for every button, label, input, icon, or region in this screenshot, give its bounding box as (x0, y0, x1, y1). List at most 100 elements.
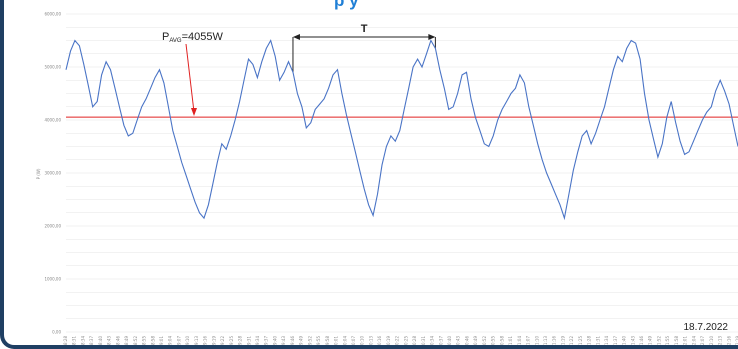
period-arrowhead-right (428, 34, 436, 40)
x-tick-label: 11:31 (595, 336, 600, 345)
x-tick-label: 09:49 (299, 336, 304, 345)
x-tick-label: 10:25 (403, 336, 408, 345)
x-tick-label: 12:19 (735, 336, 738, 345)
average-label-main: P (162, 31, 169, 43)
x-tick-label: 08:28 (63, 336, 68, 345)
x-tick-label: 09:25 (229, 336, 234, 345)
power-line-chart: 0,00 1000,00 2000,00 3000,00 4000,00 5000,00 6… (36, 12, 738, 345)
x-tick-label: 10:01 (334, 336, 339, 345)
x-tick-label: 10:43 (456, 336, 461, 345)
x-tick-label: 08:40 (98, 336, 103, 345)
x-tick-label: 11:52 (656, 336, 661, 345)
y-axis-ticks: 0,00 1000,00 2000,00 3000,00 4000,00 5000,00 6… (44, 12, 61, 335)
average-label-sub: AVG (169, 38, 182, 44)
y-tick-label: 4000,00 (44, 118, 61, 123)
x-tick-label: 10:49 (473, 336, 478, 345)
x-tick-label: 08:49 (124, 336, 129, 345)
x-tick-label: 11:19 (560, 336, 565, 345)
x-tick-label: 09:43 (281, 336, 286, 345)
x-tick-label: 09:31 (246, 336, 251, 345)
x-tick-label: 12:04 (691, 336, 696, 345)
x-tick-label: 09:28 (238, 336, 243, 345)
x-tick-label: 12:07 (700, 336, 705, 345)
x-tick-label: 10:55 (491, 336, 496, 345)
period-arrowhead-left (292, 34, 300, 40)
x-tick-label: 11:40 (622, 336, 627, 345)
x-tick-label: 09:19 (211, 336, 216, 345)
x-tick-label: 11:13 (543, 336, 548, 345)
x-tick-label: 09:01 (159, 336, 164, 345)
y-tick-label: 3000,00 (44, 171, 61, 176)
x-tick-label: 11:28 (587, 336, 592, 345)
x-tick-label: 10:34 (430, 336, 435, 345)
x-tick-label: 09:34 (255, 336, 260, 345)
period-label: T (361, 23, 368, 35)
x-tick-label: 11:22 (569, 336, 574, 345)
x-tick-label: 11:49 (648, 336, 653, 345)
average-label-value: =4055W (182, 31, 224, 43)
x-tick-label: 09:37 (264, 336, 269, 345)
average-pointer-arrow (185, 43, 195, 113)
y-tick-label: 5000,00 (44, 65, 61, 70)
x-tick-label: 09:52 (307, 336, 312, 345)
x-tick-label: 10:37 (438, 336, 443, 345)
y-axis-label: P (W) (36, 168, 41, 179)
x-tick-label: 10:40 (447, 336, 452, 345)
x-tick-label: 09:40 (272, 336, 277, 345)
x-tick-label: 11:43 (630, 336, 635, 345)
x-tick-label: 08:34 (80, 336, 85, 345)
x-tick-label: 10:46 (464, 336, 469, 345)
series-line (65, 39, 738, 221)
x-tick-label: 08:52 (133, 336, 138, 345)
y-tick-label: 1000,00 (44, 277, 61, 282)
x-tick-label: 09:22 (220, 336, 225, 345)
x-tick-label: 08:37 (89, 336, 94, 345)
x-tick-label: 09:55 (316, 336, 321, 345)
x-tick-label: 10:22 (395, 336, 400, 345)
x-tick-label: 10:31 (421, 336, 426, 345)
average-label: PAVG=4055W (162, 31, 223, 116)
x-tick-label: 08:58 (150, 336, 155, 345)
svg-text:PAVG=4055W: PAVG=4055W (162, 31, 223, 44)
x-tick-label: 10:58 (499, 336, 504, 345)
x-tick-label: 09:13 (194, 336, 199, 345)
x-tick-label: 11:55 (665, 336, 670, 345)
x-tick-label: 09:58 (325, 336, 330, 345)
grid-lines (66, 13, 738, 333)
x-tick-label: 11:37 (613, 336, 618, 345)
x-tick-label: 09:04 (168, 336, 173, 345)
x-tick-label: 09:46 (290, 336, 295, 345)
x-tick-label: 11:04 (517, 336, 522, 345)
y-tick-label: 0,00 (52, 330, 61, 335)
x-axis-ticks: 08:28 08:31 08:34 08:37 08:40 08:43 08:46 08:49… (63, 336, 738, 345)
x-tick-label: 12:01 (683, 336, 688, 345)
x-tick-label: 11:07 (526, 336, 531, 345)
x-tick-label: 10:10 (360, 336, 365, 345)
x-tick-label: 12:16 (726, 336, 731, 345)
x-tick-label: 10:19 (386, 336, 391, 345)
x-tick-label: 10:28 (412, 336, 417, 345)
average-pointer-arrowhead (191, 108, 197, 116)
x-tick-label: 10:16 (377, 336, 382, 345)
x-tick-label: 08:46 (115, 336, 120, 345)
y-tick-label: 2000,00 (44, 224, 61, 229)
chart-header-fragment: p y (334, 0, 359, 10)
x-tick-label: 11:01 (508, 336, 513, 345)
x-tick-label: 11:16 (552, 336, 557, 345)
x-tick-label: 11:58 (674, 336, 679, 345)
period-annotation: T (292, 23, 436, 73)
x-tick-label: 11:46 (639, 336, 644, 345)
x-tick-label: 09:07 (176, 336, 181, 345)
x-tick-label: 09:16 (203, 336, 208, 345)
x-tick-label: 09:10 (185, 336, 190, 345)
x-tick-label: 11:25 (578, 336, 583, 345)
x-tick-label: 08:43 (107, 336, 112, 345)
x-tick-label: 10:07 (351, 336, 356, 345)
x-tick-label: 11:34 (604, 336, 609, 345)
x-tick-label: 10:52 (482, 336, 487, 345)
x-tick-label: 08:55 (142, 336, 147, 345)
y-tick-label: 6000,00 (44, 12, 61, 17)
x-tick-label: 08:31 (72, 336, 77, 345)
x-tick-label: 10:04 (342, 336, 347, 345)
